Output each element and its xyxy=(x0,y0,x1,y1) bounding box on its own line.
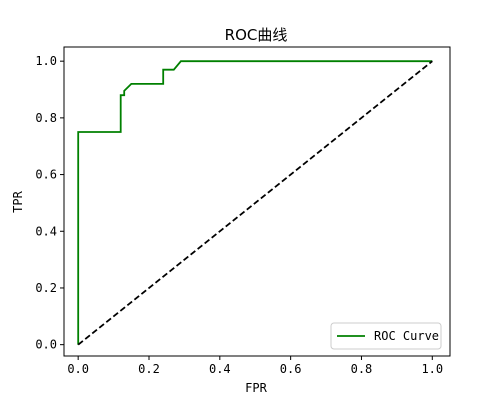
plot-area-frame xyxy=(63,46,451,357)
x-tick-label: 0.2 xyxy=(138,362,160,376)
y-tick-label: 0.4 xyxy=(35,224,57,238)
diagonal-reference-line xyxy=(77,60,433,346)
x-tick-label: 0.6 xyxy=(280,362,302,376)
y-tick-label: 0.6 xyxy=(35,168,57,182)
y-tick-label: 0.2 xyxy=(35,281,57,295)
x-tick-label: 0.8 xyxy=(351,362,373,376)
y-tick-label: 0.0 xyxy=(35,338,57,352)
legend-box xyxy=(330,322,442,350)
series-group xyxy=(77,60,433,346)
chart-title: ROC曲线 xyxy=(225,26,288,44)
x-axis-ticks: 0.0 0.2 0.4 0.6 0.8 1.0 xyxy=(67,356,443,376)
y-axis-ticks: 0.0 0.2 0.4 0.6 0.8 1.0 xyxy=(35,54,64,352)
y-axis-label: TPR xyxy=(11,190,25,212)
x-tick-label: 1.0 xyxy=(421,362,443,376)
x-tick-label: 0.0 xyxy=(67,362,89,376)
legend: ROC Curve xyxy=(330,322,442,350)
legend-label-roc-curve: ROC Curve xyxy=(374,329,439,343)
y-tick-label: 0.8 xyxy=(35,111,57,125)
x-axis-label: FPR xyxy=(245,381,267,395)
y-tick-label: 1.0 xyxy=(35,54,57,68)
roc-curve-line xyxy=(77,60,433,345)
x-tick-label: 0.4 xyxy=(209,362,231,376)
